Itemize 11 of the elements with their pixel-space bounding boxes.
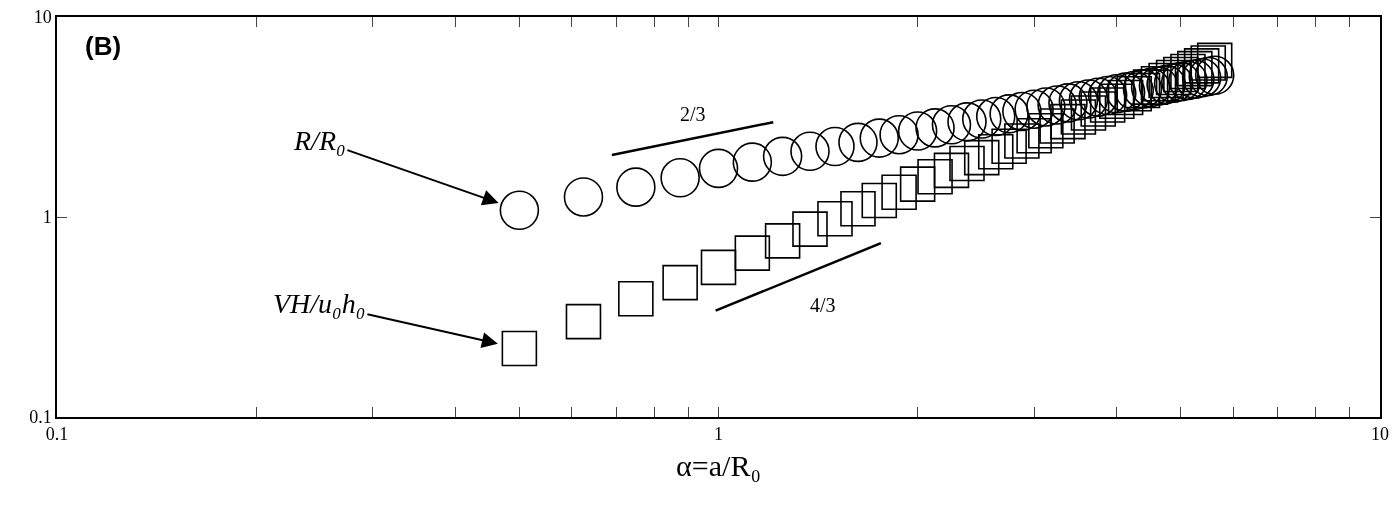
x-tick-label: 10 bbox=[1371, 424, 1389, 445]
annotation: VH/u₀h₀ bbox=[273, 288, 366, 319]
y-tick-label: 0.1 bbox=[29, 407, 52, 428]
x-tick-label: 1 bbox=[714, 424, 723, 445]
annotation: 4/3 bbox=[810, 294, 836, 316]
annotation: 2/3 bbox=[680, 103, 706, 125]
y-tick-label: 10 bbox=[33, 7, 52, 28]
y-tick-label: 1 bbox=[42, 207, 52, 228]
annotation: R/R₀ bbox=[293, 125, 346, 156]
text: (B) bbox=[85, 31, 122, 61]
x-axis-title: α=a/R₀ bbox=[676, 449, 761, 483]
